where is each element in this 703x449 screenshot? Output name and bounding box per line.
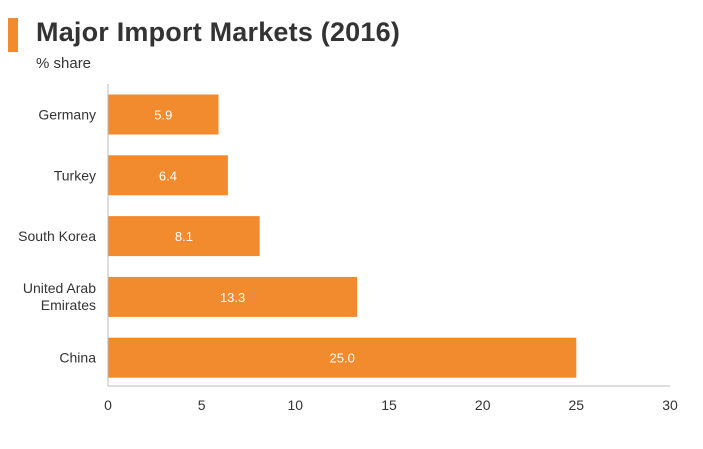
x-tick-label: 25 bbox=[569, 397, 585, 413]
data-label: 13.3 bbox=[220, 290, 245, 305]
bar-south-korea bbox=[108, 216, 260, 257]
bar-china bbox=[108, 337, 577, 378]
data-label: 6.4 bbox=[159, 168, 177, 183]
category-label: Germany bbox=[38, 107, 96, 123]
x-tick-label: 20 bbox=[475, 397, 491, 413]
x-tick-label: 30 bbox=[662, 397, 678, 413]
category-label: China bbox=[59, 350, 96, 366]
x-tick-label: 0 bbox=[104, 397, 112, 413]
category-label: South Korea bbox=[18, 228, 96, 244]
data-label: 25.0 bbox=[330, 351, 355, 366]
x-tick-label: 5 bbox=[198, 397, 206, 413]
bar-germany bbox=[108, 94, 219, 135]
title-accent-bar bbox=[8, 18, 18, 52]
category-label: United Arab Emirates bbox=[23, 280, 96, 313]
data-label: 8.1 bbox=[175, 229, 193, 244]
data-label: 5.9 bbox=[154, 108, 172, 123]
chart-title: Major Import Markets (2016) bbox=[36, 17, 401, 47]
x-tick-label: 15 bbox=[381, 397, 397, 413]
category-label: Turkey bbox=[54, 167, 96, 183]
x-tick-label: 10 bbox=[288, 397, 304, 413]
bar-united-arab-emirates bbox=[108, 276, 358, 317]
chart-subtitle: % share bbox=[36, 55, 92, 72]
bar-turkey bbox=[108, 155, 228, 196]
